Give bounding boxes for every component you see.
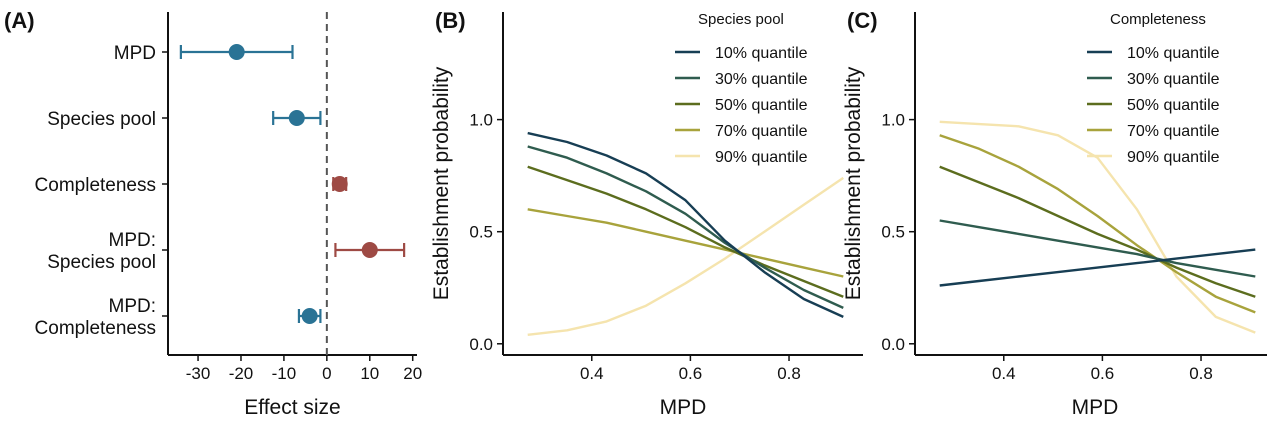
legend-label: 70% quantile bbox=[1127, 123, 1220, 140]
x-tick-label: 0 bbox=[322, 364, 331, 383]
legend: Completeness 10% quantile 30% quantile 50% … bbox=[1087, 11, 1220, 166]
series-line bbox=[939, 165, 1256, 298]
x-tick-label: -30 bbox=[186, 364, 211, 383]
series-line bbox=[527, 145, 844, 309]
y-tick-label: 0.5 bbox=[881, 223, 905, 242]
legend: Species pool 10% quantile 30% quantile 50% … bbox=[675, 11, 808, 166]
y-tick-label: 1.0 bbox=[469, 111, 493, 130]
x-axis-title: MPD bbox=[660, 396, 707, 419]
estimate-point bbox=[228, 44, 245, 60]
x-tick-label: 0.4 bbox=[580, 364, 604, 383]
x-axis-title: Effect size bbox=[244, 396, 341, 419]
y-tick-label: 0.0 bbox=[469, 335, 493, 354]
panel-label-c: (C) bbox=[847, 8, 878, 33]
series-line bbox=[939, 248, 1256, 287]
panel-a: (A) -30 -20 -10 0 10 20 Effect size MPD Species p… bbox=[4, 8, 422, 419]
legend-label: 10% quantile bbox=[715, 45, 808, 62]
x-axis-title: MPD bbox=[1072, 396, 1119, 419]
y-axis-title: Establishment probability bbox=[430, 66, 453, 300]
series-line bbox=[527, 165, 844, 298]
legend-label: 50% quantile bbox=[1127, 97, 1220, 114]
series-line bbox=[527, 208, 844, 278]
legend-label: 90% quantile bbox=[715, 149, 808, 166]
series-line bbox=[527, 131, 844, 318]
series-line bbox=[939, 219, 1256, 278]
panel-c: (C) 0.0 0.5 1.0 0.4 0.6 0.8 MPD Establishment pr… bbox=[842, 8, 1267, 419]
x-tick-label: 0.6 bbox=[1091, 364, 1115, 383]
category-label: Species pool bbox=[47, 109, 156, 130]
series-line bbox=[939, 134, 1256, 314]
category-label: MPD: bbox=[109, 230, 157, 251]
legend-title: Completeness bbox=[1110, 11, 1206, 28]
x-tick-label: 20 bbox=[403, 364, 422, 383]
y-tick-label: 0.5 bbox=[469, 223, 493, 242]
legend-label: 90% quantile bbox=[1127, 149, 1220, 166]
x-tick-label: 0.8 bbox=[777, 364, 801, 383]
x-tick-label: -20 bbox=[229, 364, 254, 383]
x-tick-label: 0.8 bbox=[1189, 364, 1213, 383]
category-label: Species pool bbox=[47, 252, 156, 273]
estimate-point bbox=[331, 176, 348, 192]
category-label: Completeness bbox=[35, 175, 156, 196]
x-tick-label: 0.6 bbox=[679, 364, 703, 383]
estimate-point bbox=[288, 110, 305, 126]
panel-label-a: (A) bbox=[4, 8, 35, 33]
x-tick-label: 0.4 bbox=[992, 364, 1016, 383]
x-tick-label: -10 bbox=[272, 364, 297, 383]
panel-label-b: (B) bbox=[435, 8, 466, 33]
y-axis-title: Establishment probability bbox=[842, 66, 865, 300]
estimate-point bbox=[361, 242, 378, 258]
estimate-point bbox=[301, 308, 318, 324]
category-label: MPD bbox=[114, 43, 156, 64]
y-tick-label: 1.0 bbox=[881, 111, 905, 130]
legend-label: 70% quantile bbox=[715, 123, 808, 140]
x-tick-label: 10 bbox=[360, 364, 379, 383]
y-tick-label: 0.0 bbox=[881, 335, 905, 354]
legend-label: 50% quantile bbox=[715, 97, 808, 114]
category-label: Completeness bbox=[35, 318, 156, 339]
series-line bbox=[527, 176, 844, 336]
legend-title: Species pool bbox=[698, 11, 784, 28]
category-label: MPD: bbox=[109, 296, 157, 317]
panel-b: (B) 0.0 0.5 1.0 0.4 0.6 0.8 MPD Establishment pr… bbox=[430, 8, 863, 419]
legend-label: 30% quantile bbox=[715, 71, 808, 88]
legend-label: 30% quantile bbox=[1127, 71, 1220, 88]
series-line bbox=[939, 120, 1256, 334]
legend-label: 10% quantile bbox=[1127, 45, 1220, 62]
